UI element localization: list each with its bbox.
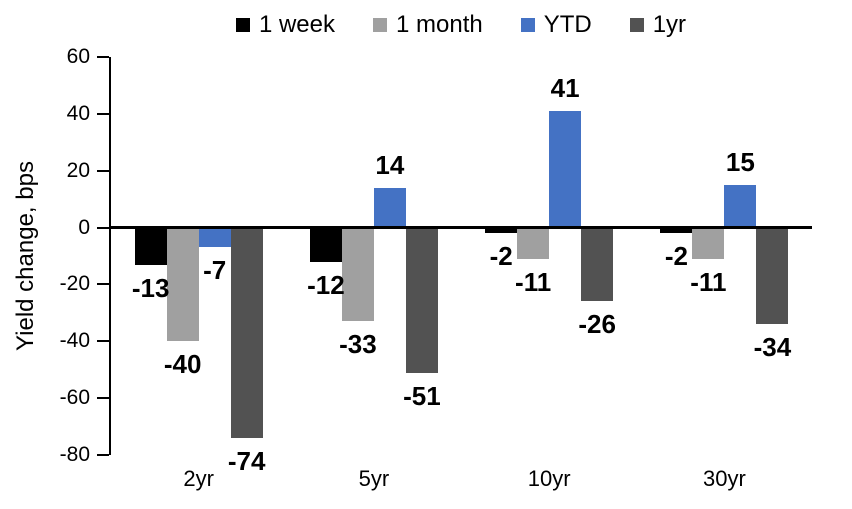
y-axis-tick-label--60: -60 [59,386,90,410]
bar-1-month-10yr [517,227,550,259]
y-axis-title: Yield change, bps [12,161,40,351]
bar-1-month-30yr [692,227,725,259]
legend-label-1-month: 1 month [395,11,483,38]
legend-label-1-week: 1 week [258,11,335,38]
bar-value-label-1-month-5yr: -33 [339,329,377,360]
y-axis-tick-label-0: 0 [78,215,90,239]
bar-ytd-10yr [549,111,582,228]
bar-1yr-30yr [756,227,789,325]
y-axis-tick-label--80: -80 [59,443,90,466]
x-axis-label-30yr: 30yr [702,466,746,491]
y-axis-tick--60 [97,397,109,400]
bar-value-label-1-month-30yr: -11 [690,266,727,297]
y-axis-tick-label--40: -40 [59,329,90,353]
bar-value-label-1-week-10yr: -2 [489,241,513,272]
bar-value-label-1yr-2yr: -74 [227,445,266,476]
bar-1yr-5yr [405,227,438,373]
bar-value-label-1yr-5yr: -51 [403,380,441,411]
bar-value-label-ytd-10yr: 41 [550,73,580,103]
bar-value-label-1yr-30yr: -34 [753,332,792,363]
legend-label-1yr: 1yr [652,11,687,38]
bar-value-label-1-week-5yr: -12 [307,269,345,300]
legend-item-ytd: YTD [520,11,592,39]
legend-label-ytd: YTD [543,11,592,38]
x-axis-zero-line [109,226,812,230]
y-axis-tick--20 [97,283,109,286]
bar-value-label-ytd-30yr: 15 [725,146,755,177]
bar-1-week-10yr [485,227,518,234]
y-axis-tick-0 [97,226,109,229]
bar-value-label-1yr-10yr: -26 [578,309,616,340]
bar-value-label-ytd-2yr: -7 [203,255,227,286]
y-axis-tick-20 [97,169,109,172]
bar-ytd-2yr [198,227,231,248]
bar-1-week-5yr [309,227,342,262]
y-axis-tick--80 [97,454,109,456]
bar-1-month-5yr [341,227,374,322]
bar-1-week-2yr [134,227,167,265]
y-axis-tick-60 [97,56,109,58]
legend-item-1yr: 1yr [629,11,687,39]
bar-1-month-2yr [166,227,199,342]
legend-marker-1yr [629,18,644,32]
bar-value-label-1-month-2yr: -40 [163,349,202,380]
y-axis-line [109,57,111,455]
y-axis-tick--40 [97,340,109,343]
legend-item-1-week: 1 week [235,11,335,39]
y-axis-tick-40 [97,112,109,115]
legend-marker-1-month [372,18,387,32]
y-axis-tick-label-40: 40 [66,101,90,125]
x-axis-label-5yr: 5yr [358,466,390,491]
y-axis-tick-label--20: -20 [59,272,90,296]
legend-marker-1-week [235,18,250,32]
chart-legend: 1 week 1 month YTD 1yr [110,10,812,40]
legend-item-1-month: 1 month [372,11,483,39]
x-axis-label-10yr: 10yr [527,466,571,491]
y-axis-tick-label-20: 20 [66,158,90,182]
bar-value-label-ytd-5yr: 14 [375,149,405,180]
bar-1yr-2yr [230,227,263,438]
bar-1yr-10yr [581,227,614,302]
bar-ytd-5yr [373,187,406,228]
bar-1-week-30yr [660,227,693,234]
bar-value-label-1-month-10yr: -11 [515,266,552,297]
y-axis-tick-label-60: 60 [66,45,90,68]
bar-ytd-30yr [724,184,757,228]
legend-marker-ytd [520,18,535,32]
x-axis-label-2yr: 2yr [183,466,214,491]
bar-value-label-1-week-2yr: -13 [131,272,170,303]
bar-value-label-1-week-30yr: -2 [664,241,688,272]
